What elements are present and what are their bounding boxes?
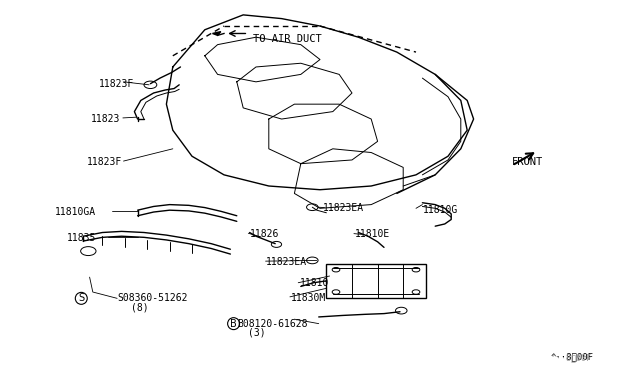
Text: 11823EA: 11823EA — [323, 203, 364, 213]
Text: 11823: 11823 — [91, 114, 120, 124]
Text: 11826: 11826 — [250, 230, 279, 239]
Text: S: S — [78, 294, 84, 303]
Text: 11823F: 11823F — [86, 157, 122, 167]
Text: (3): (3) — [248, 328, 266, 338]
Text: TO AIR DUCT: TO AIR DUCT — [253, 34, 321, 44]
Text: 11810E: 11810E — [355, 230, 390, 239]
Polygon shape — [212, 32, 221, 35]
Text: B: B — [230, 319, 237, 328]
Text: 11810GA: 11810GA — [54, 207, 95, 217]
Text: 11835: 11835 — [67, 233, 97, 243]
Text: 11823EA: 11823EA — [266, 257, 307, 267]
Text: 11823F: 11823F — [99, 79, 134, 89]
Text: ^··8＊00F: ^··8＊00F — [550, 353, 593, 362]
Text: B08120-61628: B08120-61628 — [237, 319, 307, 328]
Text: ^··8＊00F: ^··8＊00F — [552, 353, 591, 362]
Text: (8): (8) — [131, 303, 148, 312]
Text: 11810G: 11810G — [422, 205, 458, 215]
Text: S08360-51262: S08360-51262 — [117, 294, 188, 303]
Text: FRONT: FRONT — [512, 157, 543, 167]
Text: 11810: 11810 — [300, 279, 329, 288]
Text: 11830M: 11830M — [291, 293, 326, 302]
FancyBboxPatch shape — [326, 264, 426, 298]
